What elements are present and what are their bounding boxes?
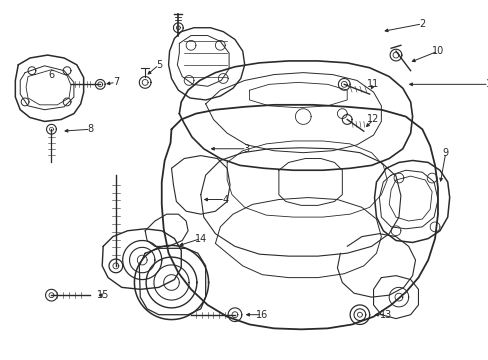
Polygon shape xyxy=(134,246,208,320)
Text: 12: 12 xyxy=(366,114,379,125)
Text: 2: 2 xyxy=(418,19,425,29)
Text: 11: 11 xyxy=(366,79,379,89)
Text: 9: 9 xyxy=(442,148,448,158)
Text: 8: 8 xyxy=(87,124,93,134)
Text: 4: 4 xyxy=(222,194,228,204)
Polygon shape xyxy=(349,305,369,324)
Polygon shape xyxy=(162,105,437,329)
Text: 15: 15 xyxy=(97,290,109,300)
Text: 7: 7 xyxy=(113,77,119,87)
Polygon shape xyxy=(179,61,412,170)
Polygon shape xyxy=(374,161,449,243)
Text: 6: 6 xyxy=(48,69,54,80)
Polygon shape xyxy=(168,28,244,100)
Text: 16: 16 xyxy=(256,310,268,320)
Polygon shape xyxy=(15,55,83,121)
Text: 10: 10 xyxy=(431,46,443,56)
Text: 13: 13 xyxy=(379,310,391,320)
Polygon shape xyxy=(122,240,162,280)
Text: 3: 3 xyxy=(243,144,249,154)
Polygon shape xyxy=(102,229,181,289)
Text: 5: 5 xyxy=(155,60,162,70)
Text: 14: 14 xyxy=(194,234,206,244)
Text: 1: 1 xyxy=(485,79,488,89)
